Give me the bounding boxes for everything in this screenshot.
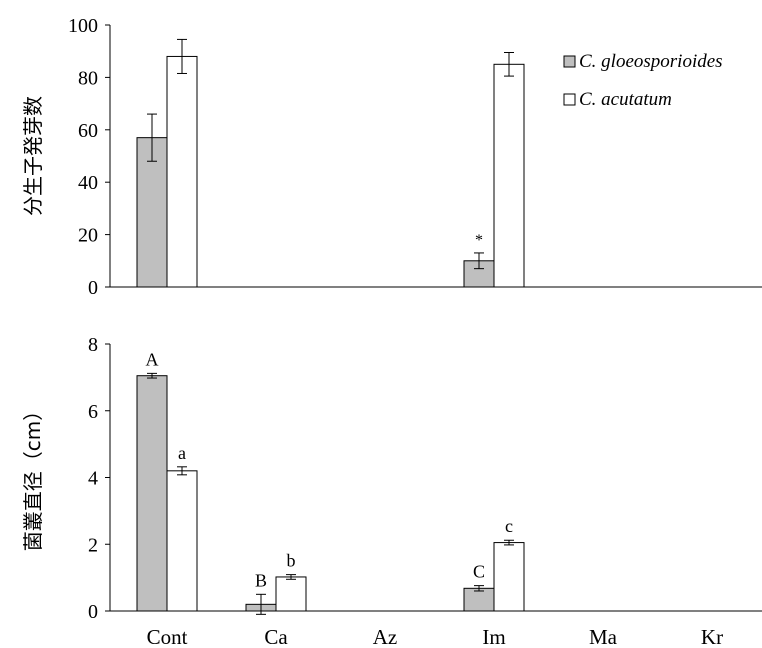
- bar: [275, 576, 307, 612]
- legend-swatch: [563, 93, 576, 106]
- annotation-label: a: [178, 443, 186, 463]
- x-tick-label: Az: [373, 625, 398, 648]
- annotation-label: B: [255, 570, 267, 590]
- legend-label: C. gloeosporioides: [579, 51, 723, 72]
- legend-label: C. acutatum: [579, 89, 672, 110]
- x-tick-label: Cont: [147, 625, 188, 648]
- x-tick-label: Kr: [701, 625, 723, 648]
- bar: [493, 63, 525, 288]
- colony-diameter-panel: 菌叢直径（cm） 0 2 4 6 8 Cont Ca Az Im Ma Kr Aa Bb Cc: [21, 334, 762, 648]
- y-tick-label: 4: [88, 468, 98, 490]
- y-tick-label: 80: [78, 67, 98, 89]
- colony-diameter-y-axis-label: 菌叢直径（cm）: [21, 401, 45, 551]
- germination-panel: 分生子発芽数 0 20 40 60 80 100 * C. gloeosporioides C.…: [21, 15, 762, 299]
- y-tick-label: 0: [88, 277, 98, 299]
- y-tick-label: 6: [88, 401, 98, 423]
- bar: [166, 55, 198, 288]
- bar: [166, 470, 198, 612]
- annotation-label: c: [505, 516, 513, 536]
- annotation-label: C: [473, 562, 485, 582]
- annotation-label: A: [146, 349, 159, 369]
- annotation-label: b: [287, 551, 296, 571]
- bar: [136, 137, 168, 288]
- annotation-label: *: [475, 232, 483, 249]
- bar: [493, 542, 525, 612]
- x-tick-label: Ca: [264, 625, 288, 648]
- x-tick-label: Ma: [589, 625, 618, 648]
- bar: [463, 587, 495, 612]
- y-tick-label: 0: [88, 601, 98, 623]
- bar: [136, 375, 168, 612]
- germination-y-axis-label: 分生子発芽数: [21, 96, 45, 216]
- y-tick-label: 8: [88, 334, 98, 356]
- y-tick-label: 2: [88, 534, 98, 556]
- y-tick-label: 60: [78, 120, 98, 142]
- legend-swatch: [563, 55, 576, 68]
- y-tick-label: 20: [78, 225, 98, 247]
- x-tick-label: Im: [482, 625, 505, 648]
- y-tick-label: 100: [68, 15, 98, 37]
- y-tick-label: 40: [78, 172, 98, 194]
